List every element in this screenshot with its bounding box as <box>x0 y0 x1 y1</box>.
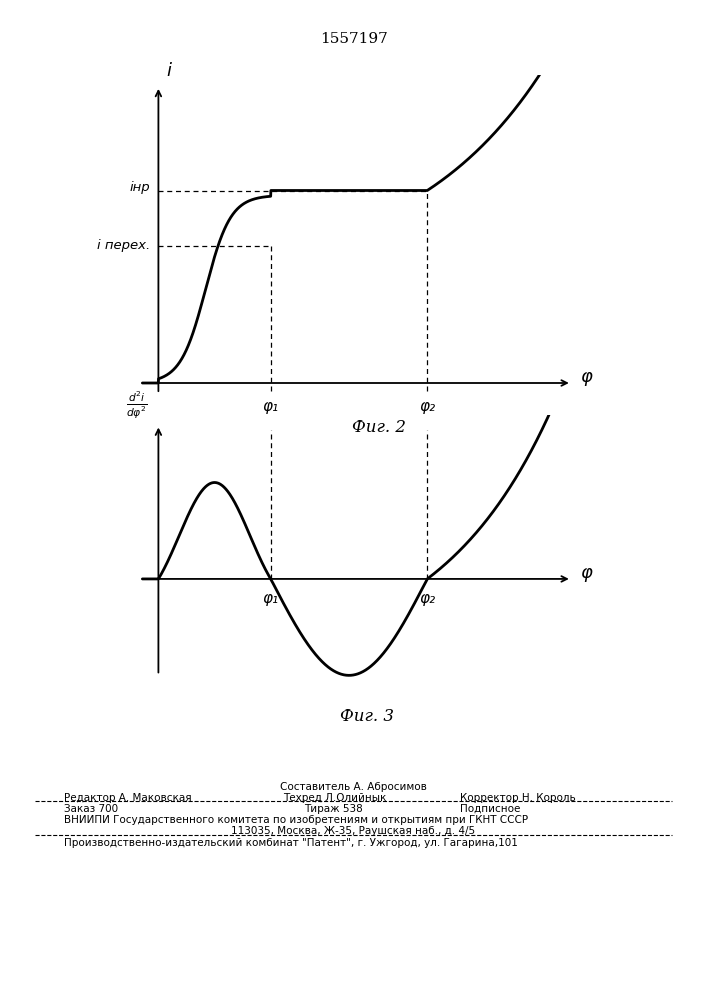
Text: φ₁: φ₁ <box>263 399 279 414</box>
Text: φ₂: φ₂ <box>419 399 436 414</box>
Text: i: i <box>166 62 171 81</box>
Text: Корректор Н. Король: Корректор Н. Король <box>460 793 575 803</box>
Text: φ₁: φ₁ <box>263 590 279 605</box>
Text: Тираж 538: Тираж 538 <box>304 804 363 814</box>
Text: iнр: iнр <box>130 181 151 194</box>
Text: Заказ 700: Заказ 700 <box>64 804 118 814</box>
Text: 1557197: 1557197 <box>320 32 387 46</box>
Text: Редактор А. Маковская: Редактор А. Маковская <box>64 793 192 803</box>
Text: Составитель А. Абросимов: Составитель А. Абросимов <box>280 782 427 792</box>
Text: Техред Л.Олийнык: Техред Л.Олийнык <box>283 793 386 803</box>
Text: φ₂: φ₂ <box>419 590 436 605</box>
Text: Производственно-издательский комбинат "Патент", г. Ужгород, ул. Гагарина,101: Производственно-издательский комбинат "П… <box>64 838 518 848</box>
Text: ВНИИПИ Государственного комитета по изобретениям и открытиям при ГКНТ СССР: ВНИИПИ Государственного комитета по изоб… <box>64 815 527 825</box>
Text: φ: φ <box>580 368 592 386</box>
Text: Фиг. 3: Фиг. 3 <box>340 708 394 725</box>
Text: φ: φ <box>580 564 592 582</box>
Text: i перех.: i перех. <box>97 239 151 252</box>
Text: Подписное: Подписное <box>460 804 520 814</box>
Text: 113035, Москва, Ж-35, Раушская наб., д. 4/5: 113035, Москва, Ж-35, Раушская наб., д. … <box>231 826 476 836</box>
Text: Фиг. 2: Фиг. 2 <box>352 419 406 436</box>
Text: $\mathit{\frac{d^2i}{d\varphi^2}}$: $\mathit{\frac{d^2i}{d\varphi^2}}$ <box>126 390 147 421</box>
